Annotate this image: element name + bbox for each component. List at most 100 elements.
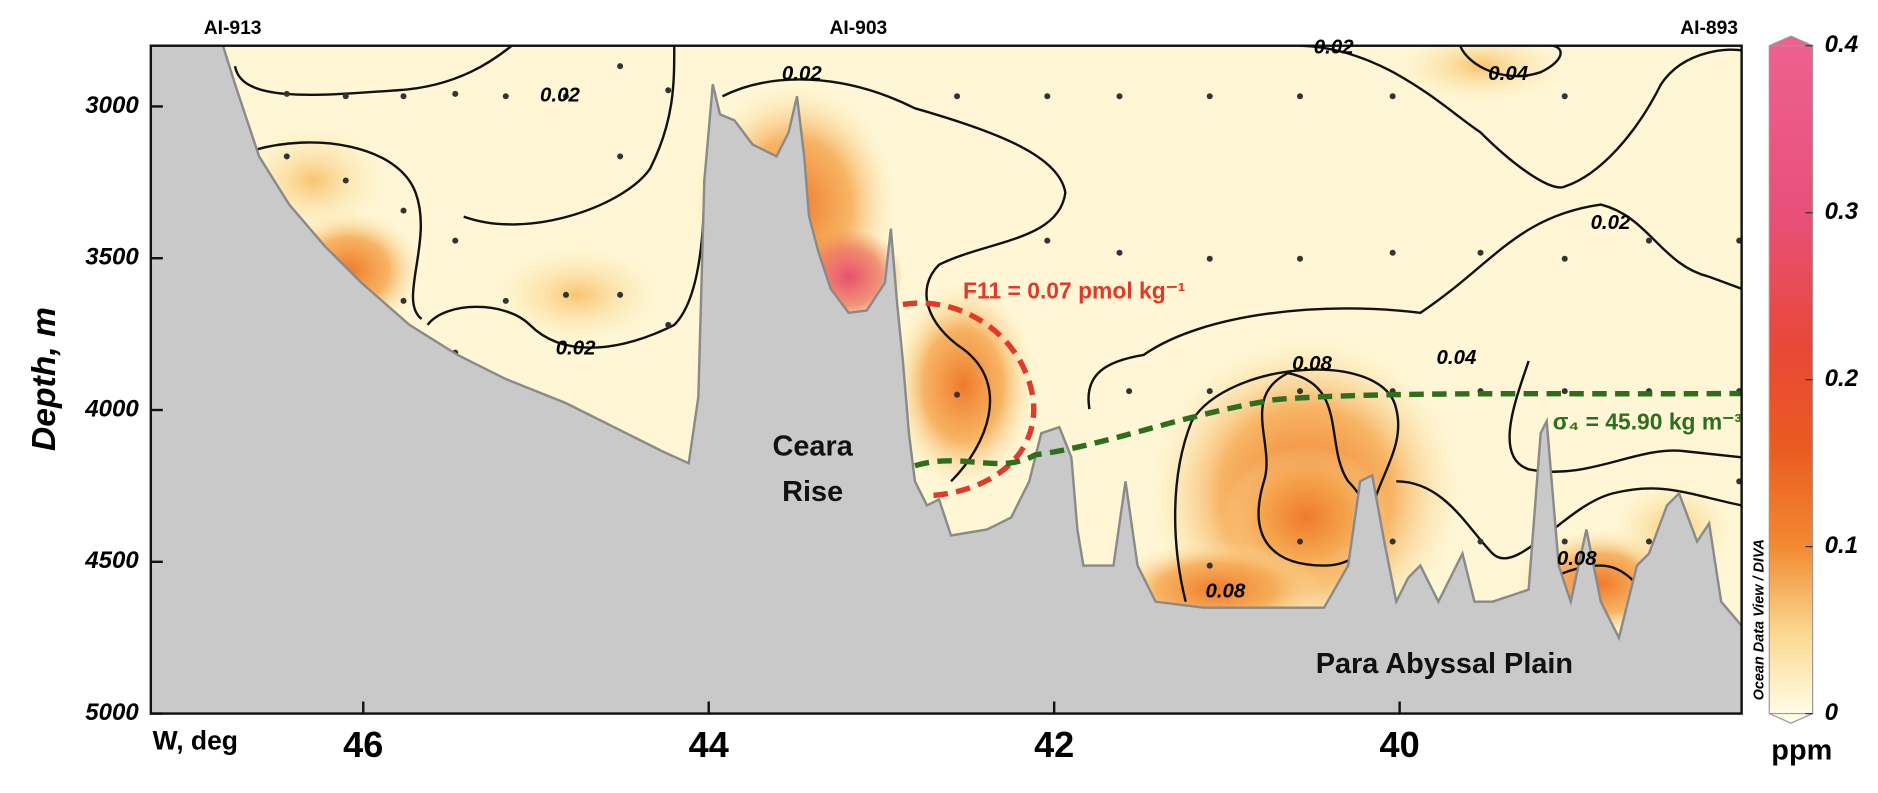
contour-label: 0.08 (1206, 579, 1246, 602)
station-dot (617, 153, 624, 160)
station-dot (283, 153, 290, 160)
station-dot (400, 207, 407, 214)
stations (283, 63, 1742, 569)
station-dot (1206, 93, 1213, 100)
axes: 3000 3500 4000 4500 5000 46 44 42 40 0 0.1 0.2 0.3 0.… (84, 31, 1858, 765)
station-dot (1736, 478, 1742, 485)
station-dot (562, 291, 569, 298)
colorbar-tick-label: 0.2 (1825, 365, 1859, 392)
contour-label: 0.02 (1314, 36, 1354, 59)
y-tick-label: 4000 (84, 395, 139, 422)
x-tick-label: 46 (343, 724, 383, 765)
station-dot (665, 321, 672, 328)
colorbar-tick-label: 0.1 (1825, 532, 1858, 559)
station-label: AI-903 (829, 18, 887, 39)
x-axis-label: W, deg (153, 725, 238, 755)
station-dot (1561, 388, 1568, 395)
station-dot (1561, 538, 1568, 545)
station-dot (1561, 255, 1568, 262)
contour-label: 0.08 (1292, 352, 1332, 375)
f11-isoline (902, 300, 1037, 499)
station-dot (1296, 255, 1304, 262)
station-dot (502, 93, 509, 100)
station-dot (1206, 562, 1213, 569)
field-blob (493, 246, 663, 343)
station-dot (617, 63, 624, 70)
x-tick-label: 40 (1380, 724, 1420, 765)
colorbar-label: ppm (1771, 735, 1832, 767)
station-dot (1561, 93, 1568, 100)
colorbar-tick-label: 0 (1825, 699, 1839, 726)
colorbar-credit: Ocean Data View / DIVA (1751, 539, 1767, 700)
annotation: F11 = 0.07 pmol kg⁻¹ (963, 277, 1185, 303)
contour-line (233, 45, 513, 96)
contour-line (721, 78, 1067, 483)
contour-line (426, 180, 706, 349)
station-dot (1645, 237, 1652, 244)
station-dot (1389, 249, 1396, 256)
station-dot (342, 177, 349, 184)
contour-label: 0.04 (1488, 62, 1528, 85)
station-dot (452, 237, 459, 244)
contour-line (463, 45, 676, 226)
contour-line (1257, 371, 1371, 567)
station-dot (1296, 538, 1304, 545)
station-dot (1296, 93, 1304, 100)
colorbar-extend (1769, 712, 1813, 724)
contour-line (1087, 203, 1742, 410)
station-dot (1389, 538, 1396, 545)
y-tick-label: 3000 (85, 92, 139, 119)
contour-line (1458, 45, 1562, 78)
section-field (150, 45, 1742, 714)
station-dot (1126, 388, 1133, 395)
station-dot (1477, 249, 1484, 256)
station-dot (502, 297, 509, 304)
contours (233, 45, 1742, 609)
station-dot (1044, 93, 1051, 100)
annotation: σ₄ = 45.90 kg m⁻³ (1553, 409, 1743, 435)
contour-label: 0.04 (1437, 346, 1477, 369)
colorbar-tick-label: 0.3 (1825, 198, 1859, 225)
colorbar-tick-label: 0.4 (1825, 31, 1858, 58)
annotation: Para Abyssal Plain (1316, 648, 1573, 680)
annotation: Ceara (773, 430, 854, 462)
station-dot (1296, 388, 1304, 395)
contour-line (252, 141, 423, 320)
station-dot (1736, 237, 1742, 244)
contour-label: 0.08 (1557, 547, 1597, 570)
station-dot (954, 391, 961, 398)
station-dot (400, 93, 407, 100)
station-dot (1477, 538, 1484, 545)
station-dot (665, 87, 672, 94)
station-dot (1116, 93, 1123, 100)
station-dot (1206, 255, 1213, 262)
annotation: Rise (782, 476, 843, 508)
station-dot (562, 93, 569, 100)
field-blob (1396, 45, 1565, 103)
station-dot (1206, 388, 1213, 395)
y-tick-label: 5000 (85, 699, 139, 726)
y-axis-label: Depth, m (26, 307, 63, 451)
station-dot (617, 291, 624, 298)
station-dot (283, 90, 290, 97)
y-tick-label: 3500 (85, 244, 139, 271)
station-label: AI-893 (1680, 18, 1738, 39)
contour-label: 0.02 (782, 62, 822, 85)
station-dot (1389, 93, 1396, 100)
x-tick-label: 44 (689, 724, 729, 765)
station-dot (1645, 538, 1652, 545)
colorbar-extend (1769, 35, 1813, 47)
station-dot (954, 93, 961, 100)
x-tick-label: 42 (1034, 724, 1074, 765)
station-dot (1044, 237, 1051, 244)
station-dot (452, 90, 459, 97)
plot-frame (149, 44, 1743, 715)
station-label: AI-913 (204, 18, 262, 39)
station-dot (1116, 249, 1123, 256)
contour-label: 0.02 (540, 84, 580, 107)
contour-label: 0.02 (556, 336, 596, 359)
station-dot (400, 297, 407, 304)
contour-line (1508, 360, 1742, 473)
contour-label: 0.02 (1591, 211, 1631, 234)
